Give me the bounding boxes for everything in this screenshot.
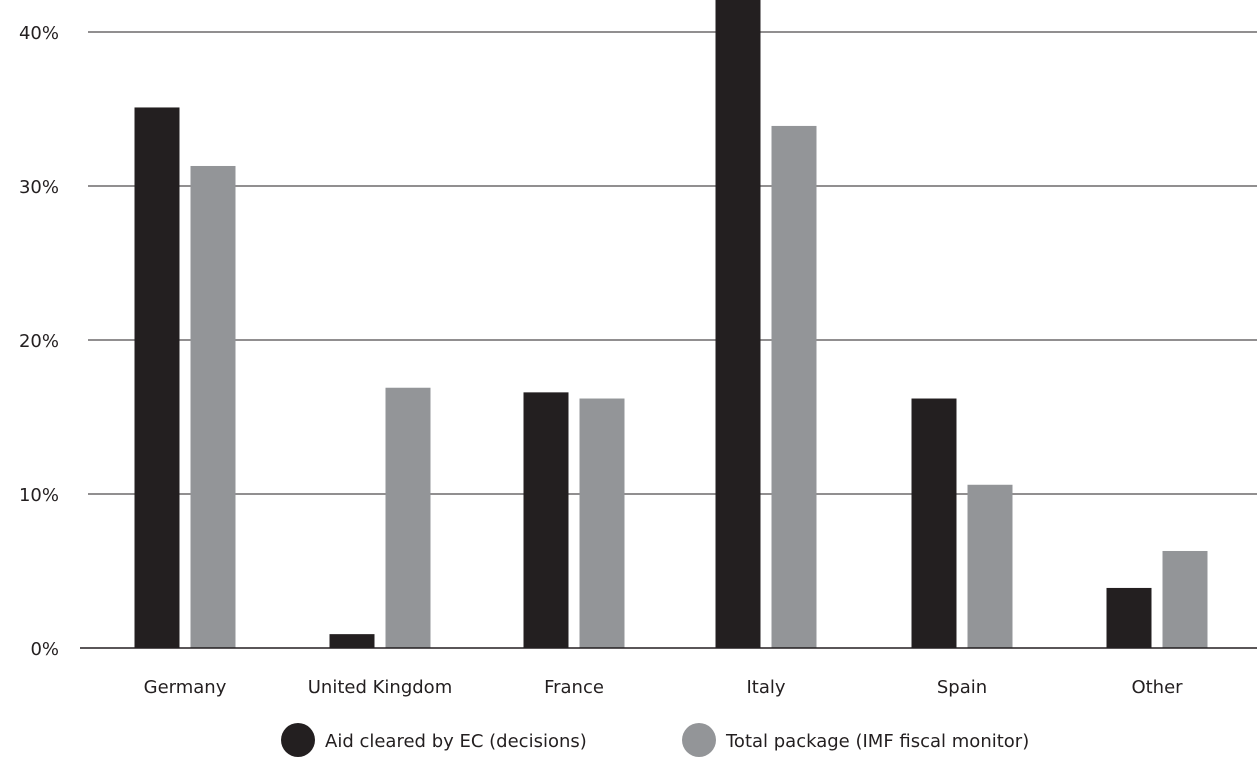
x-axis: Germany United Kingdom France Italy Spain Oth… [80,647,1257,698]
legend-label-total-package: Total package (IMF fiscal monitor) [725,731,1029,752]
gridlines [88,31,1257,495]
bar-germany-aid-cleared [134,107,180,648]
x-tick-label-spain: Spain [937,677,987,698]
bar-germany-total-package [190,165,236,649]
bars [134,0,1208,649]
legend-swatch-total-package [682,723,716,757]
bar-spain-aid-cleared [911,398,957,648]
bar-italy-total-package [771,125,817,648]
y-tick-label: 40% [19,23,59,44]
bar-france-aid-cleared [523,392,569,648]
bar-france-total-package [579,398,625,648]
bar-italy-aid-cleared [715,0,761,648]
bar-spain-total-package [967,484,1013,648]
legend-label-aid-cleared: Aid cleared by EC (decisions) [325,731,587,752]
y-tick-label: 0% [30,639,59,660]
bar-united-kingdom-total-package [385,387,431,648]
y-tick-label: 20% [19,331,59,352]
bar-other-aid-cleared [1106,587,1152,648]
x-tick-label-other: Other [1131,677,1183,698]
legend: Aid cleared by EC (decisions) Total pack… [281,723,1029,757]
legend-item-total-package: Total package (IMF fiscal monitor) [682,723,1029,757]
x-tick-label-italy: Italy [746,677,785,698]
legend-item-aid-cleared: Aid cleared by EC (decisions) [281,723,587,757]
bar-other-total-package [1162,550,1208,648]
y-tick-label: 30% [19,177,59,198]
bar-united-kingdom-aid-cleared [329,634,375,648]
y-tick-label: 10% [19,485,59,506]
x-tick-label-united-kingdom: United Kingdom [308,677,452,698]
x-tick-label-germany: Germany [144,677,227,698]
y-axis: 0% 10% 20% 30% 40% [19,23,59,660]
x-tick-label-france: France [544,677,604,698]
legend-swatch-aid-cleared [281,723,315,757]
